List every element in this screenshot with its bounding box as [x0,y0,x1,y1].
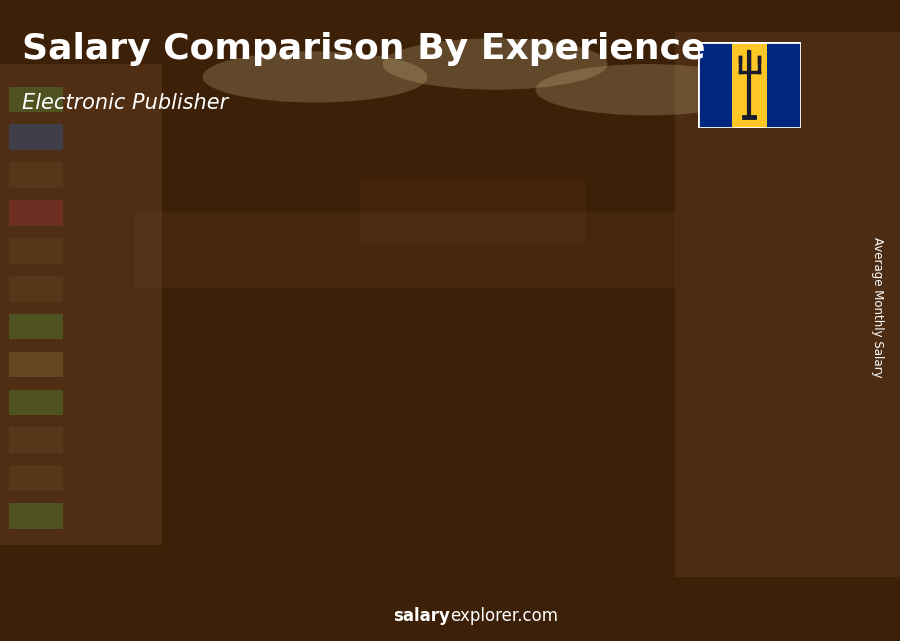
Text: Average Monthly Salary: Average Monthly Salary [871,237,884,378]
Polygon shape [485,251,554,260]
Text: 15 to 20: 15 to 20 [593,550,670,568]
Text: 20+ Years: 20+ Years [698,550,791,568]
Bar [603,205,616,525]
Bar [378,333,392,525]
Bar [698,42,732,128]
Bar [531,260,539,525]
Bar [0,64,162,545]
Polygon shape [710,159,778,169]
Text: +nan%: +nan% [307,263,384,283]
Bar [675,32,900,577]
Bar [266,410,279,525]
Bar [153,456,166,525]
Polygon shape [502,251,548,254]
Bar [306,410,314,525]
Bar [194,456,202,525]
Bar [485,260,539,525]
Bar [767,42,801,128]
Bar [9,87,63,112]
Text: < 2 Years: < 2 Years [138,550,227,568]
Text: 5 to 10: 5 to 10 [374,550,440,568]
Text: 0 BBD: 0 BBD [723,140,766,154]
Polygon shape [314,401,329,525]
Bar [360,179,585,244]
Bar [9,503,63,529]
Text: +nan%: +nan% [194,341,272,360]
Text: 0 BBD: 0 BBD [161,428,203,442]
Ellipse shape [382,38,608,90]
Bar [644,205,652,525]
Bar [756,169,764,525]
Ellipse shape [536,64,760,115]
Bar [260,410,314,525]
Polygon shape [539,251,554,525]
Bar [148,456,202,525]
Text: Salary Comparison By Experience: Salary Comparison By Experience [22,32,706,66]
Bar [716,169,729,525]
Polygon shape [615,196,661,199]
Polygon shape [652,196,666,525]
Polygon shape [373,324,442,333]
Text: 0 BBD: 0 BBD [273,382,316,396]
Bar [710,169,764,525]
Text: 0 BBD: 0 BBD [498,231,541,245]
Bar [9,162,63,188]
Bar [9,390,63,415]
Polygon shape [727,159,773,163]
Text: +nan%: +nan% [419,190,497,210]
Polygon shape [202,447,217,525]
Text: +nan%: +nan% [532,136,609,154]
Text: +nan%: +nan% [644,99,722,118]
Text: 0 BBD: 0 BBD [385,304,428,318]
Bar [418,333,427,525]
Polygon shape [166,447,212,451]
Ellipse shape [202,51,428,103]
Bar [9,428,63,453]
Text: 2 to 5: 2 to 5 [267,550,321,568]
Bar [9,465,63,491]
Bar [9,124,63,150]
Bar [491,260,504,525]
Polygon shape [598,196,666,205]
Bar [9,314,63,340]
Text: explorer.com: explorer.com [450,607,558,625]
Bar [732,42,767,128]
Bar [9,276,63,301]
Bar [9,238,63,263]
Text: 0 BBD: 0 BBD [610,176,653,190]
Text: salary: salary [393,607,450,625]
Bar [9,200,63,226]
Polygon shape [277,401,324,405]
Bar [9,352,63,378]
Bar [598,205,652,525]
Polygon shape [148,447,217,456]
Polygon shape [764,159,778,525]
Bar [135,212,675,288]
Bar [373,333,427,525]
Polygon shape [427,324,442,525]
Text: 10 to 15: 10 to 15 [481,550,558,568]
Text: Electronic Publisher: Electronic Publisher [22,93,229,113]
Polygon shape [390,324,436,328]
Polygon shape [260,401,329,410]
